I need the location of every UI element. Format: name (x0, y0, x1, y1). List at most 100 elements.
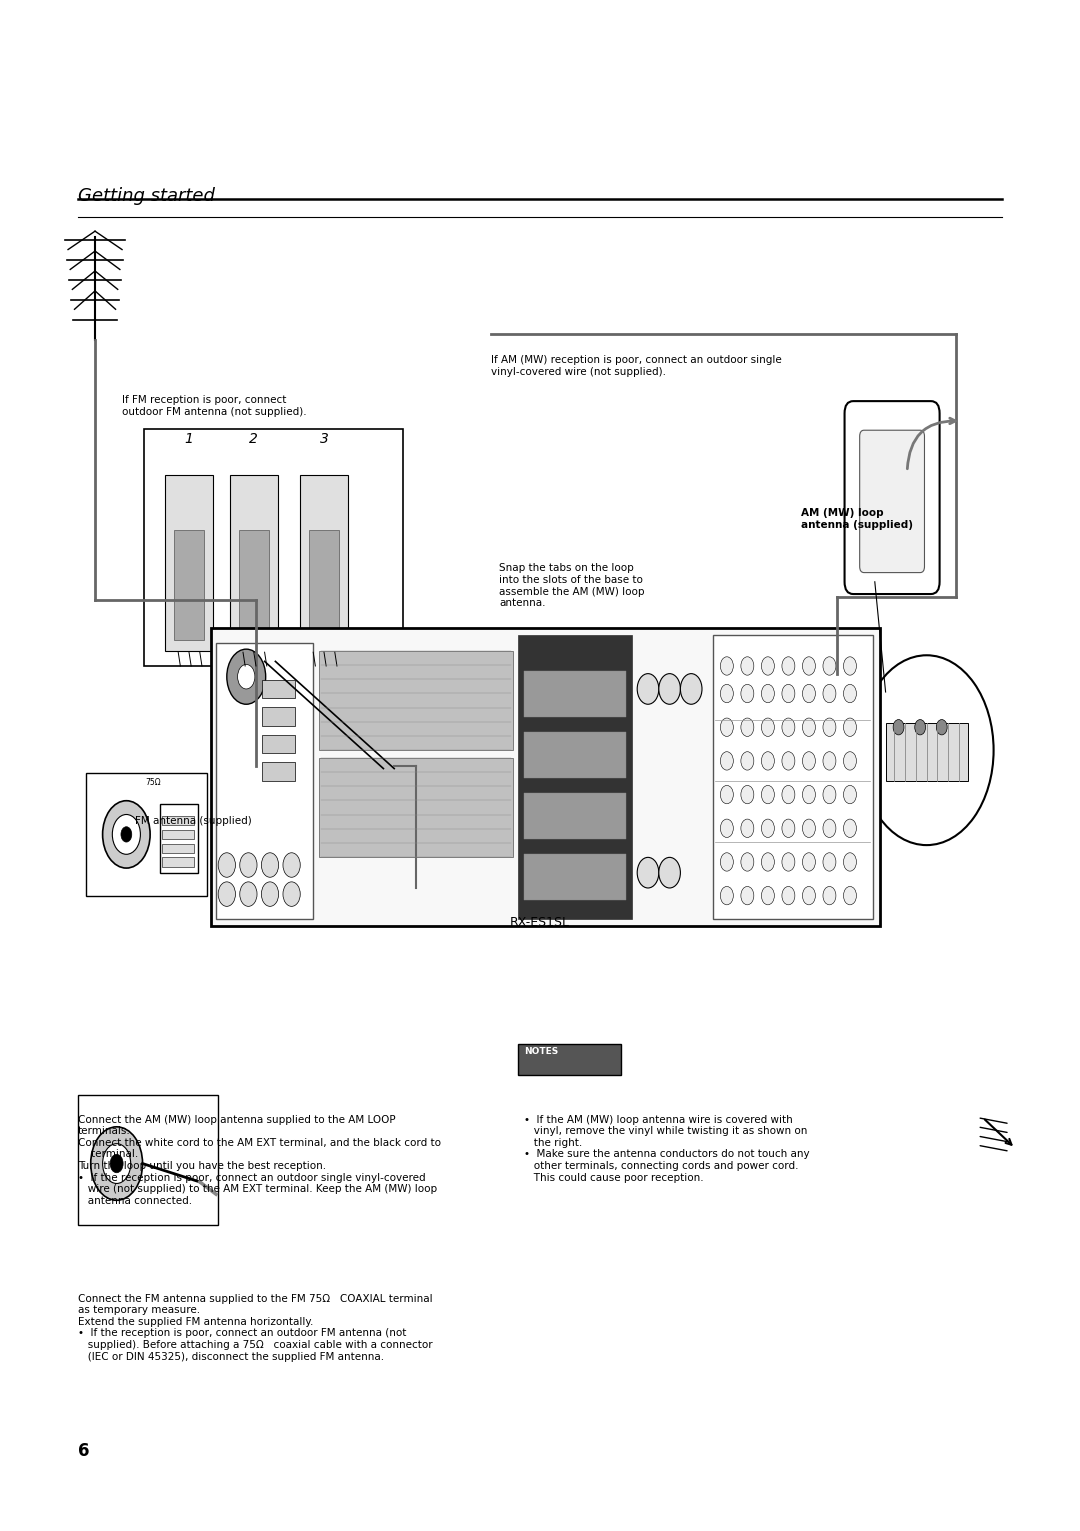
Circle shape (782, 684, 795, 703)
Bar (319, 758, 513, 857)
Bar (518, 1044, 621, 1075)
Bar (162, 816, 194, 825)
Circle shape (741, 853, 754, 871)
Bar (524, 671, 626, 717)
Circle shape (761, 819, 774, 837)
Circle shape (782, 853, 795, 871)
Circle shape (802, 657, 815, 675)
Circle shape (761, 853, 774, 871)
Bar (216, 643, 313, 919)
Bar (319, 651, 513, 750)
Circle shape (823, 853, 836, 871)
Circle shape (802, 718, 815, 736)
Circle shape (936, 720, 947, 735)
Text: 3: 3 (320, 432, 328, 446)
Circle shape (843, 785, 856, 804)
Circle shape (823, 785, 836, 804)
Bar (262, 707, 295, 726)
Circle shape (720, 657, 733, 675)
Text: Snap the tabs on the loop
into the slots of the base to
assemble the AM (MW) loo: Snap the tabs on the loop into the slots… (499, 563, 645, 608)
Circle shape (741, 819, 754, 837)
Text: If AM (MW) reception is poor, connect an outdoor single
vinyl-covered wire (not : If AM (MW) reception is poor, connect an… (491, 355, 782, 377)
Circle shape (91, 1127, 143, 1200)
Circle shape (720, 752, 733, 770)
Circle shape (761, 752, 774, 770)
Circle shape (843, 752, 856, 770)
Circle shape (227, 649, 266, 704)
Circle shape (761, 785, 774, 804)
Circle shape (720, 853, 733, 871)
Circle shape (823, 819, 836, 837)
Circle shape (238, 664, 255, 689)
Circle shape (802, 886, 815, 905)
Circle shape (720, 785, 733, 804)
Circle shape (103, 1144, 131, 1183)
Bar (160, 804, 198, 873)
Bar (524, 732, 626, 778)
Circle shape (261, 882, 279, 906)
Bar (211, 628, 880, 926)
Circle shape (802, 752, 815, 770)
Circle shape (823, 752, 836, 770)
Circle shape (720, 684, 733, 703)
Circle shape (782, 785, 795, 804)
Bar (162, 857, 194, 867)
Circle shape (782, 718, 795, 736)
FancyBboxPatch shape (845, 401, 940, 594)
Circle shape (741, 785, 754, 804)
Circle shape (121, 827, 132, 842)
Text: •  If the AM (MW) loop antenna wire is covered with
   vinyl, remove the vinyl w: • If the AM (MW) loop antenna wire is co… (524, 1115, 809, 1182)
Bar (300, 475, 348, 651)
Circle shape (240, 882, 257, 906)
Circle shape (218, 882, 235, 906)
Text: 6: 6 (78, 1442, 90, 1461)
Text: RX-ES1SL: RX-ES1SL (510, 916, 570, 928)
Circle shape (741, 752, 754, 770)
Circle shape (637, 857, 659, 888)
Circle shape (659, 674, 680, 704)
Circle shape (802, 684, 815, 703)
Circle shape (915, 720, 926, 735)
Text: If FM reception is poor, connect
outdoor FM antenna (not supplied).: If FM reception is poor, connect outdoor… (122, 395, 307, 416)
Circle shape (112, 814, 140, 854)
Circle shape (802, 785, 815, 804)
Circle shape (741, 718, 754, 736)
Bar (165, 475, 213, 651)
Circle shape (782, 819, 795, 837)
Text: FM antenna (supplied): FM antenna (supplied) (135, 816, 252, 827)
Bar (162, 844, 194, 853)
Text: Connect the AM (MW) loop antenna supplied to the AM LOOP
terminals.
Connect the : Connect the AM (MW) loop antenna supplie… (78, 1115, 441, 1206)
Bar (230, 475, 278, 651)
Bar (78, 1095, 218, 1225)
Circle shape (720, 718, 733, 736)
Text: Getting started: Getting started (78, 187, 215, 205)
Bar (262, 762, 295, 781)
Bar (524, 793, 626, 839)
Circle shape (720, 819, 733, 837)
Circle shape (720, 886, 733, 905)
Bar (174, 530, 204, 640)
Bar (262, 735, 295, 753)
Circle shape (283, 853, 300, 877)
Circle shape (802, 853, 815, 871)
Circle shape (741, 657, 754, 675)
Circle shape (741, 886, 754, 905)
Circle shape (761, 718, 774, 736)
Circle shape (843, 819, 856, 837)
Circle shape (103, 801, 150, 868)
Circle shape (860, 655, 994, 845)
Circle shape (283, 882, 300, 906)
Circle shape (843, 684, 856, 703)
Bar (518, 635, 632, 919)
Bar (886, 723, 968, 781)
Circle shape (782, 752, 795, 770)
Bar (309, 530, 339, 640)
Circle shape (823, 886, 836, 905)
Circle shape (637, 674, 659, 704)
Bar (162, 830, 194, 839)
Text: 1: 1 (185, 432, 193, 446)
Circle shape (218, 853, 235, 877)
Bar (144, 429, 403, 666)
Circle shape (782, 886, 795, 905)
Circle shape (843, 718, 856, 736)
